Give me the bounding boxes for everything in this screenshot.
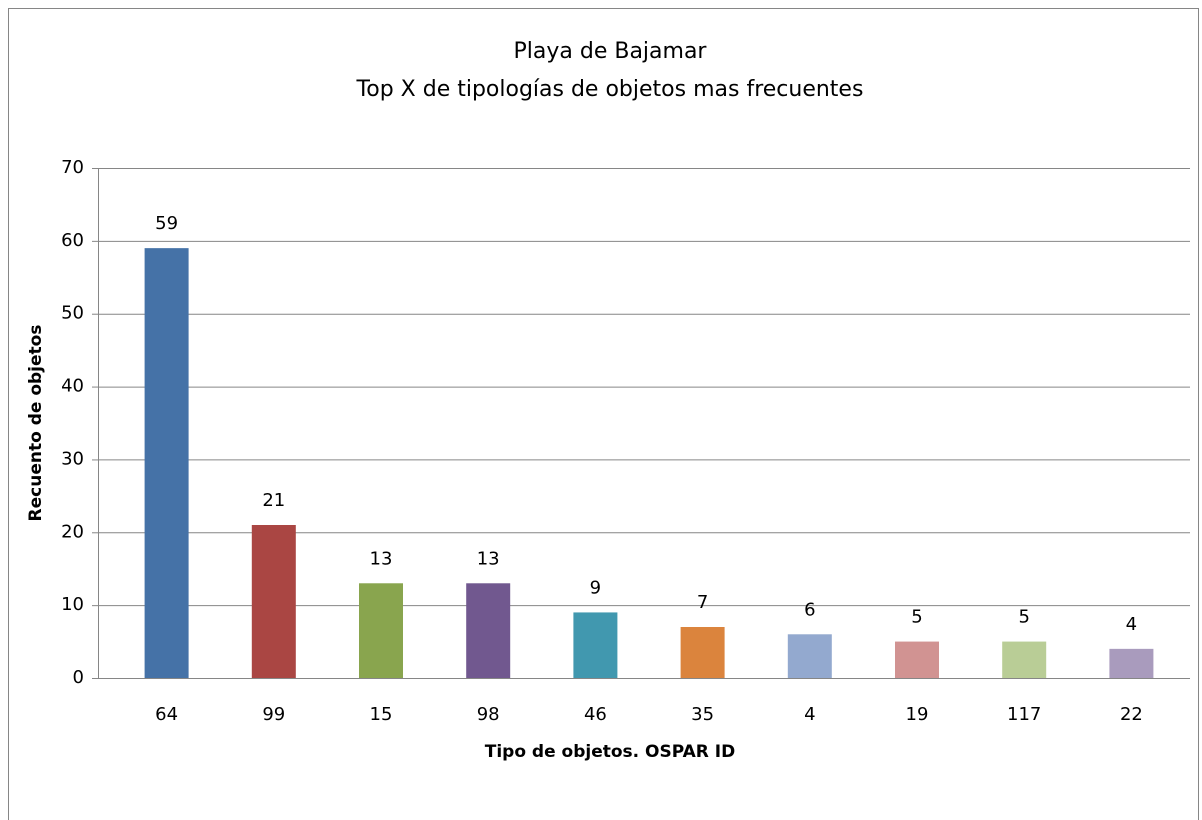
- x-tick-label: 64: [155, 704, 178, 725]
- x-tick-label: 22: [1120, 704, 1143, 725]
- data-label: 4: [1126, 614, 1137, 635]
- data-label: 13: [370, 548, 393, 569]
- x-tick-label: 99: [262, 704, 285, 725]
- x-tick-label: 46: [584, 704, 607, 725]
- bar: [787, 634, 832, 678]
- bar: [1002, 641, 1047, 678]
- y-tick-label: 50: [61, 303, 84, 324]
- bar: [466, 583, 511, 678]
- x-tick-label: 15: [370, 704, 393, 725]
- y-tick-label: 60: [61, 230, 84, 251]
- x-tick-label: 98: [477, 704, 500, 725]
- x-tick-label: 35: [691, 704, 714, 725]
- bar: [573, 612, 618, 678]
- y-tick-label: 10: [61, 594, 84, 615]
- data-label: 9: [590, 577, 601, 598]
- bar: [1109, 648, 1154, 678]
- y-tick-label: 40: [61, 376, 84, 397]
- y-tick-label: 20: [61, 521, 84, 542]
- bar: [895, 641, 939, 678]
- y-axis-title: Recuento de objetos: [26, 325, 46, 522]
- bar: [251, 525, 296, 678]
- chart-border: [8, 8, 1199, 820]
- data-label: 5: [911, 607, 922, 628]
- chart-title: Playa de Bajamar: [514, 39, 708, 64]
- x-tick-label: 19: [906, 704, 929, 725]
- data-label: 5: [1018, 607, 1029, 628]
- x-axis-title: Tipo de objetos. OSPAR ID: [485, 742, 736, 762]
- data-label: 21: [262, 490, 285, 511]
- x-tick-label: 4: [804, 704, 815, 725]
- chart-subtitle: Top X de tipologías de objetos mas frecu…: [356, 77, 864, 102]
- y-tick-label: 30: [61, 448, 84, 469]
- data-label: 59: [155, 213, 178, 234]
- y-tick-label: 0: [73, 667, 84, 688]
- data-label: 13: [477, 548, 500, 569]
- y-tick-label: 70: [61, 157, 84, 178]
- x-tick-label: 117: [1007, 704, 1041, 725]
- bar: [680, 627, 725, 678]
- data-label: 7: [697, 592, 708, 613]
- bar: [359, 583, 403, 678]
- bar: [144, 248, 189, 678]
- data-label: 6: [804, 599, 815, 620]
